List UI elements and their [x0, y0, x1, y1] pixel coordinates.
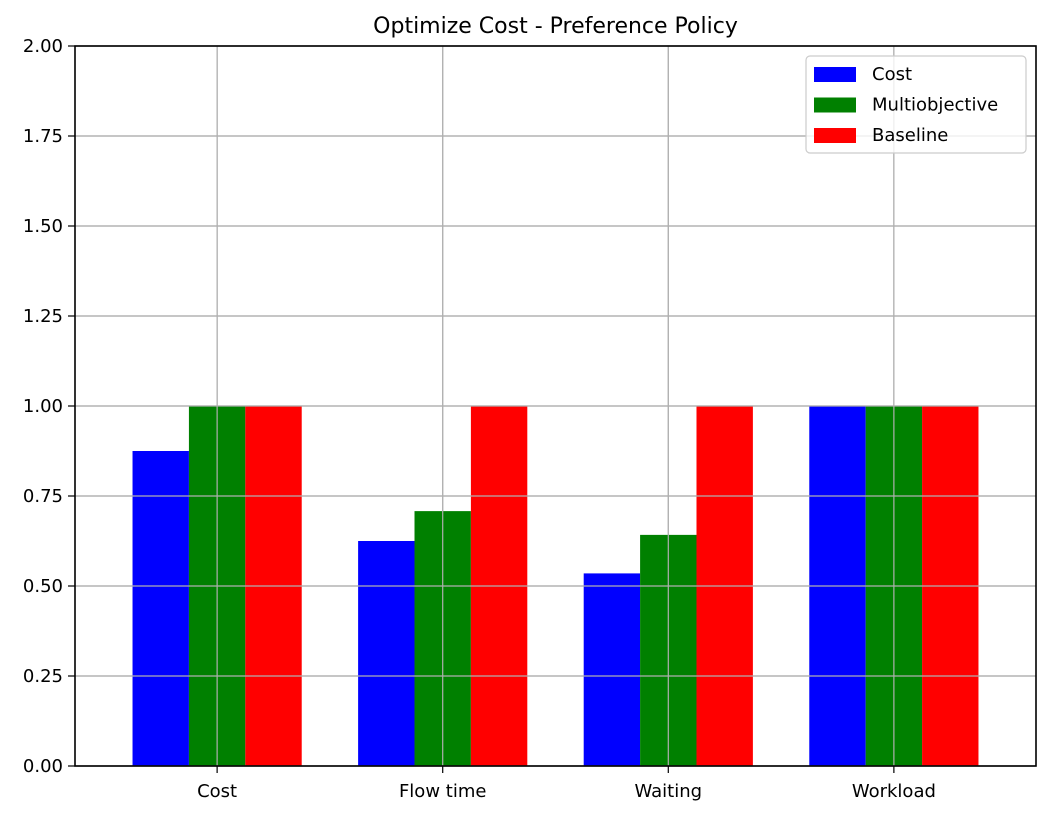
- x-tick-label: Waiting: [635, 781, 703, 802]
- y-tick-label: 0.25: [23, 666, 63, 687]
- y-tick-label: 0.50: [23, 576, 63, 597]
- x-tick-label: Flow time: [399, 781, 486, 802]
- y-tick-label: 1.25: [23, 306, 63, 327]
- x-axis: Cost Flow time Waiting Workload: [197, 766, 936, 802]
- y-tick-label: 0.75: [23, 486, 63, 507]
- y-tick-label: 0.00: [23, 756, 63, 777]
- bar-cost-waiting: [583, 573, 641, 766]
- legend-swatch-cost: [814, 67, 856, 82]
- x-tick-label: Cost: [197, 781, 237, 802]
- chart-title: Optimize Cost - Preference Policy: [373, 14, 738, 39]
- legend-label-cost: Cost: [872, 64, 912, 85]
- x-tick-label: Workload: [852, 781, 936, 802]
- legend[interactable]: Cost Multiobjective Baseline: [805, 55, 1027, 154]
- legend-box: [805, 55, 1027, 154]
- y-tick-label: 1.50: [23, 216, 63, 237]
- bar-cost-flow-time: [358, 541, 415, 766]
- legend-swatch-multiobjective: [814, 97, 856, 113]
- legend-label-baseline: Baseline: [872, 125, 948, 146]
- y-axis: 0.00 0.25 0.50 0.75 1.00 1.25 1.50 1.75 2.00: [23, 36, 75, 777]
- y-tick-label: 1.00: [23, 396, 63, 417]
- y-tick-label: 1.75: [23, 126, 63, 147]
- y-tick-label: 2.00: [23, 36, 63, 57]
- legend-label-multiobjective: Multiobjective: [872, 95, 998, 116]
- legend-swatch-baseline: [814, 128, 856, 143]
- bar-cost-cost: [132, 451, 189, 766]
